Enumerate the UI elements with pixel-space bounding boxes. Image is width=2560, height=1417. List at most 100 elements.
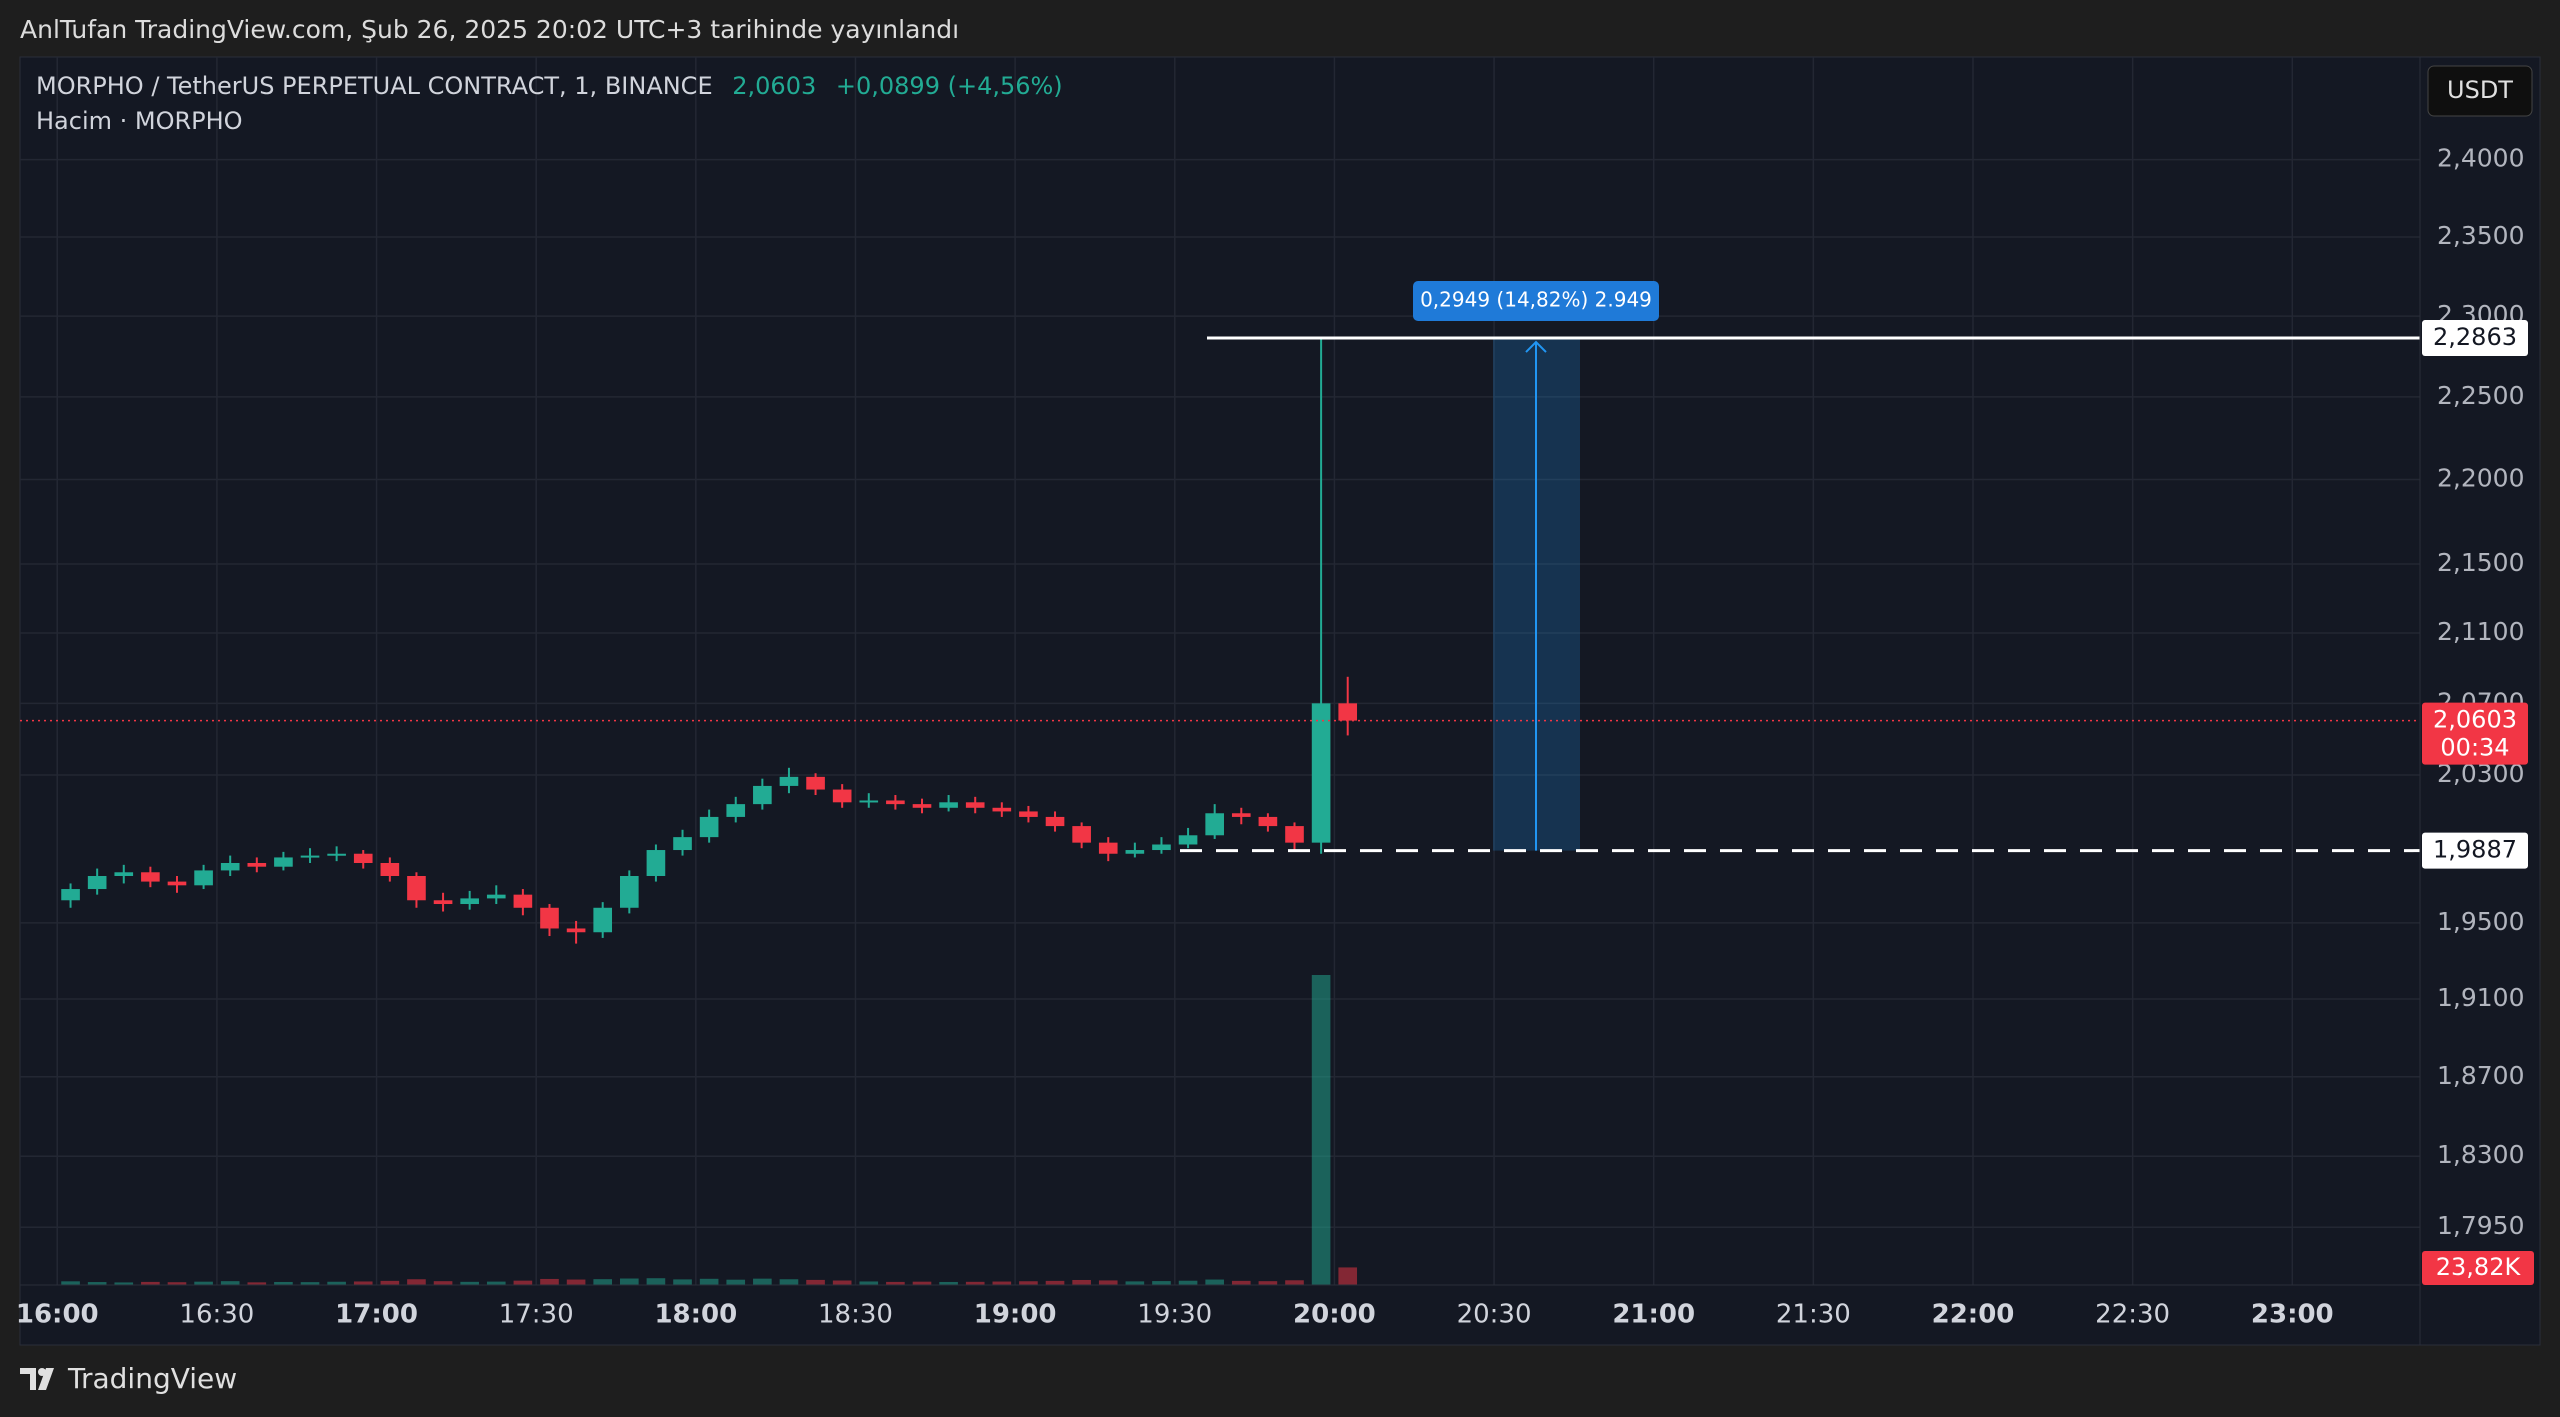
- candle-body: [1125, 850, 1145, 854]
- last-price-box: [2422, 702, 2528, 765]
- candle-body: [673, 837, 692, 851]
- currency-label[interactable]: USDT: [2447, 76, 2513, 104]
- volume-bar: [353, 1281, 373, 1285]
- candle-body: [806, 776, 825, 790]
- candle-body: [965, 802, 985, 808]
- volume-bar: [646, 1278, 666, 1285]
- volume-bar: [300, 1282, 320, 1285]
- candle-body: [327, 853, 346, 856]
- volume-bar: [1258, 1281, 1278, 1285]
- candle-body: [699, 816, 719, 838]
- volume-bar: [327, 1281, 346, 1285]
- y-tick-label: 2,3500: [2437, 221, 2524, 250]
- candle-body: [407, 875, 426, 901]
- volume-bar: [620, 1278, 639, 1285]
- volume-bar: [1205, 1279, 1224, 1285]
- volume-bar: [1311, 975, 1331, 1285]
- x-tick-label: 16:30: [179, 1300, 254, 1330]
- price-line-label: 2,2863: [2433, 323, 2517, 351]
- candle-body: [939, 802, 958, 808]
- volume-bar: [194, 1281, 213, 1285]
- candle-body: [353, 853, 373, 863]
- volume-bar: [832, 1280, 852, 1285]
- price-line-box: [2422, 832, 2528, 869]
- candle-body: [1098, 842, 1118, 854]
- last-price-label: 2,0603: [2433, 706, 2517, 734]
- grid: [20, 57, 2420, 1285]
- volume-bar: [912, 1281, 932, 1285]
- countdown-label: 00:34: [2440, 734, 2509, 762]
- volume-bar: [1178, 1280, 1198, 1285]
- x-tick-label: 22:30: [2095, 1300, 2170, 1330]
- volume-bar: [779, 1279, 799, 1285]
- volume-bar: [965, 1281, 985, 1285]
- price-axis: 2,40002,35002,30002,25002,20002,15002,11…: [16, 57, 2534, 1345]
- volume-bar: [1125, 1281, 1145, 1285]
- y-tick-label: 1,8300: [2437, 1140, 2524, 1169]
- y-tick-label: 1,9500: [2437, 907, 2524, 936]
- measure-arrow-head: [1525, 340, 1547, 353]
- x-tick-label: 19:30: [1137, 1300, 1212, 1330]
- candle-body: [300, 855, 320, 858]
- currency-button-box[interactable]: [2427, 65, 2533, 117]
- x-tick-label: 18:00: [654, 1300, 737, 1330]
- x-tick-label: 22:00: [1932, 1300, 2015, 1330]
- candle-body: [460, 898, 479, 905]
- candle-body: [726, 804, 746, 817]
- volume-label: 23,82K: [2436, 1253, 2522, 1281]
- candle-body: [912, 804, 932, 808]
- volume-bar: [939, 1281, 958, 1285]
- measure-label: 0,2949 (14,82%) 2.949: [1420, 288, 1652, 312]
- candle-body: [61, 889, 80, 901]
- y-tick-label: 2,4000: [2437, 144, 2524, 173]
- x-tick-label: 16:00: [16, 1300, 99, 1330]
- legend-line: MORPHO / TetherUS PERPETUAL CONTRACT, 1,…: [36, 72, 1063, 100]
- candle-body: [167, 881, 187, 886]
- volume-bar: [141, 1281, 160, 1285]
- x-tick-label: 21:00: [1612, 1300, 1695, 1330]
- volume-bar: [1045, 1280, 1065, 1285]
- x-tick-label: 23:00: [2251, 1300, 2334, 1330]
- volume-bar: [886, 1281, 905, 1285]
- volume-legend: Hacim · MORPHO: [36, 107, 243, 135]
- volume-bar: [167, 1282, 187, 1285]
- volume-bar: [433, 1281, 453, 1285]
- candle-body: [620, 875, 639, 908]
- x-tick-label: 17:30: [499, 1300, 574, 1330]
- candle-body: [220, 862, 240, 871]
- volume-bar: [753, 1278, 772, 1285]
- candle-body: [1019, 811, 1038, 817]
- plot: 0,2949 (14,82%) 2.949: [20, 281, 2420, 1285]
- candle-body: [141, 872, 160, 882]
- volume-bar: [1231, 1280, 1251, 1285]
- volume-bar: [726, 1279, 746, 1285]
- y-tick-label: 1,8700: [2437, 1061, 2524, 1090]
- x-tick-label: 20:00: [1293, 1300, 1376, 1330]
- candle-body: [486, 894, 506, 899]
- candle-body: [593, 907, 613, 933]
- volume-bar: [1285, 1280, 1304, 1285]
- volume-bar: [1019, 1281, 1038, 1285]
- volume-bar: [859, 1281, 879, 1285]
- candle-body: [380, 862, 400, 876]
- volume-bar: [1338, 1267, 1358, 1285]
- volume-bar: [1152, 1281, 1171, 1285]
- currency-button[interactable]: USDT: [2427, 65, 2533, 117]
- x-tick-label: 19:00: [974, 1300, 1057, 1330]
- y-tick-label: 2,2500: [2437, 381, 2524, 410]
- volume-bar: [673, 1279, 692, 1285]
- volume-bar: [593, 1279, 613, 1285]
- candle-body: [1072, 826, 1091, 843]
- candle-body: [753, 785, 772, 805]
- volume-label-box: [2422, 1251, 2534, 1285]
- volume-bar: [87, 1282, 107, 1285]
- candle-body: [859, 800, 879, 803]
- volume-bar: [407, 1279, 426, 1285]
- measure-label-box: [1413, 281, 1659, 321]
- volume-bar: [61, 1281, 80, 1285]
- candle-body: [1285, 826, 1304, 843]
- chart-frame: [19, 56, 2541, 1346]
- y-tick-label: 1,7950: [2437, 1211, 2524, 1240]
- volume-bar: [1098, 1280, 1118, 1285]
